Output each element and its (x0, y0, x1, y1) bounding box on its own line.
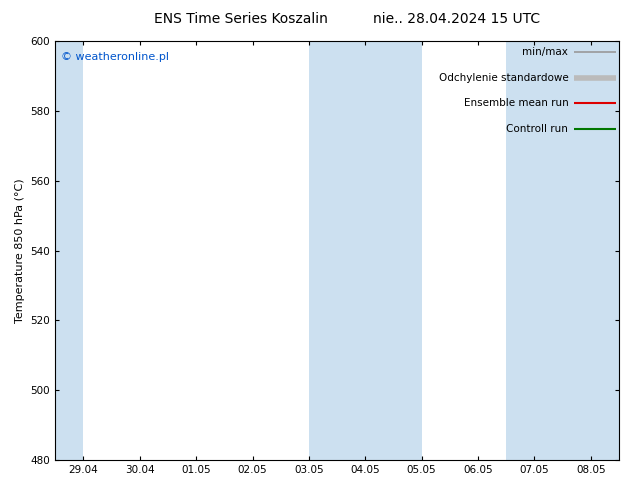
Text: Controll run: Controll run (507, 124, 568, 134)
Text: min/max: min/max (522, 47, 568, 56)
Text: ENS Time Series Koszalin: ENS Time Series Koszalin (154, 12, 328, 26)
Bar (506, 41, 619, 460)
Bar (309, 41, 422, 460)
Y-axis label: Temperature 850 hPa (°C): Temperature 850 hPa (°C) (15, 178, 25, 323)
Text: © weatheronline.pl: © weatheronline.pl (61, 51, 169, 62)
Bar (55, 41, 83, 460)
Text: Odchylenie standardowe: Odchylenie standardowe (439, 73, 568, 82)
Text: Ensemble mean run: Ensemble mean run (463, 98, 568, 108)
Text: nie.. 28.04.2024 15 UTC: nie.. 28.04.2024 15 UTC (373, 12, 540, 26)
